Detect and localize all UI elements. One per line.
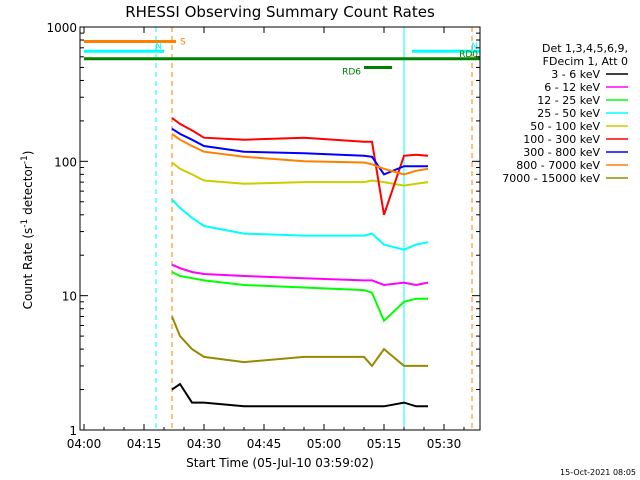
flag-label-4: RD6: [342, 67, 361, 77]
legend: Det 1,3,4,5,6,9, FDecim 1, Att 0 3 - 6 k…: [502, 42, 628, 185]
x-tick-label-1: 04:15: [127, 437, 162, 451]
y-tick-label-2: 100: [54, 155, 77, 169]
x-tick-label-6: 05:30: [427, 437, 462, 451]
chart-title: RHESSI Observing Summary Count Rates: [125, 3, 435, 21]
y-tick-label-1: 10: [62, 290, 77, 304]
series-line-5: [171, 117, 429, 216]
y-axis-label-end: ): [21, 151, 35, 156]
x-axis-label: Start Time (05-Jul-10 03:59:02): [186, 456, 374, 470]
flag-label-0: S: [180, 37, 186, 47]
x-tick-label-5: 05:15: [367, 437, 402, 451]
flag-label-2: N: [471, 42, 478, 52]
legend-label-2: 12 - 25 keV: [537, 94, 600, 107]
series-line-4: [171, 161, 429, 187]
series-line-1: [171, 263, 429, 287]
flag-label-3: RD0: [459, 50, 478, 60]
x-tick-label-4: 05:00: [307, 437, 342, 451]
x-tick-label-2: 04:30: [187, 437, 222, 451]
legend-label-5: 100 - 300 keV: [523, 133, 600, 146]
y-axis-label-mid: detector: [21, 164, 35, 219]
series-line-7: [171, 133, 429, 176]
y-axis-ticks: 1 10 100 1000: [46, 21, 480, 438]
x-tick-label-3: 04:45: [247, 437, 282, 451]
plot-frame: [79, 26, 481, 431]
series-line-6: [171, 127, 428, 176]
series-lines: [171, 117, 429, 408]
footer-date: 15-Oct-2021 08:05: [560, 468, 636, 477]
x-tick-label-0: 04:00: [67, 437, 102, 451]
legend-label-4: 50 - 100 keV: [530, 120, 600, 133]
series-line-2: [171, 271, 428, 323]
legend-header-2: FDecim 1, Att 0: [543, 55, 628, 68]
legend-label-3: 25 - 50 keV: [537, 107, 600, 120]
y-tick-label-0: 1: [69, 424, 77, 438]
y-axis-label: Count Rate (s-1 detector-1): [20, 151, 35, 310]
y-axis-label-sup1: -1: [20, 219, 30, 228]
legend-label-1: 6 - 12 keV: [544, 81, 600, 94]
y-axis-label-main: Count Rate (s: [21, 228, 35, 310]
y-axis-label-sup2: -1: [20, 155, 30, 164]
legend-label-7: 800 - 7000 keV: [516, 159, 600, 172]
flag-label-1: N: [155, 42, 162, 52]
legend-label-8: 7000 - 15000 keV: [502, 172, 600, 185]
legend-header-1: Det 1,3,4,5,6,9,: [542, 42, 628, 55]
legend-label-0: 3 - 6 keV: [551, 68, 600, 81]
series-line-3: [171, 198, 429, 251]
series-line-8: [171, 316, 428, 368]
legend-label-6: 300 - 800 keV: [523, 146, 600, 159]
y-tick-label-3: 1000: [46, 21, 77, 35]
x-axis-ticks: 04:00 04:15 04:30 04:45 05:00 05:15 05:30: [67, 27, 465, 451]
series-line-0: [171, 382, 428, 408]
vertical-marker-lines: [79, 27, 473, 430]
